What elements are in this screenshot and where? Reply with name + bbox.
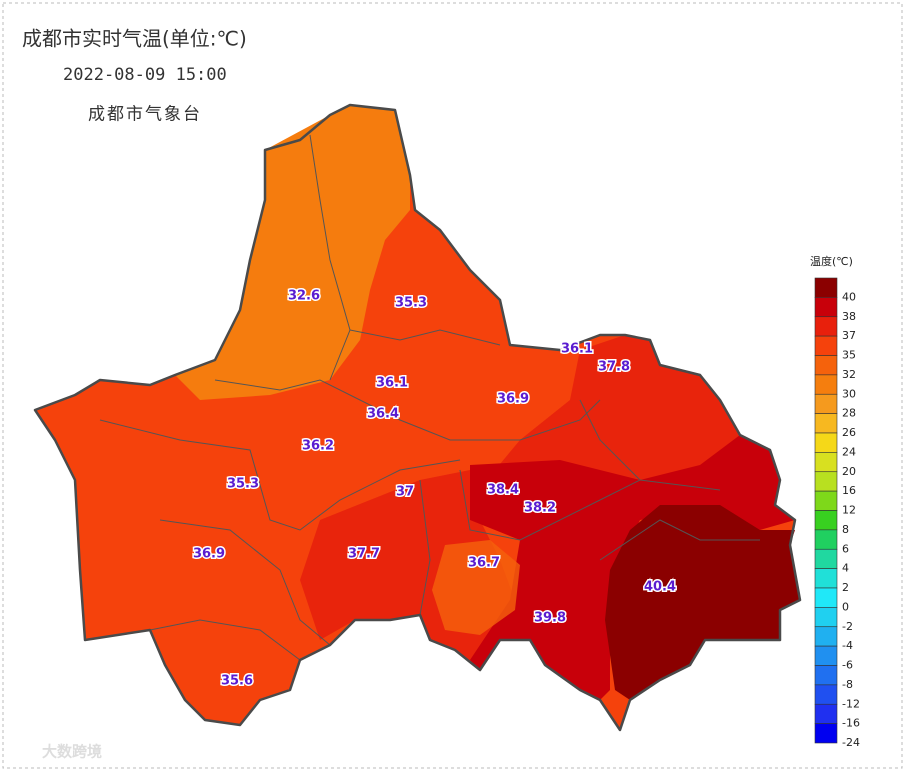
border: [579, 399, 641, 481]
legend-label: -8: [842, 678, 853, 691]
border: [99, 419, 461, 531]
border: [459, 469, 721, 541]
legend-swatch: [814, 548, 838, 569]
zone-38: [470, 435, 795, 700]
legend-label: 4: [842, 562, 849, 575]
zone-32: [175, 105, 410, 400]
legend-swatch: [814, 471, 838, 492]
legend-swatch: [814, 490, 838, 511]
station-value: 36.4: [367, 407, 399, 422]
station-value: 36.1: [561, 342, 593, 357]
station-value: 37.8: [598, 360, 630, 375]
legend-swatch: [814, 703, 838, 724]
border: [159, 519, 331, 646]
time: 2022-08-09 15:00: [63, 65, 227, 85]
station-value: 36.7: [468, 556, 500, 571]
legend-swatch: [814, 374, 838, 395]
city-outline: [33, 103, 802, 732]
station-value: 38.2: [524, 501, 556, 516]
legend-label: -24: [842, 736, 860, 749]
stations: 32.6 35.3 36.1 37.8 36.1 36.4 36.9 36.2 35.3 37 38…: [191, 287, 677, 690]
border: [349, 329, 501, 346]
legend-swatch: [814, 432, 838, 453]
legend-label: 37: [842, 329, 856, 342]
legend-label: 2: [842, 581, 849, 594]
legend-label: 32: [842, 368, 856, 381]
station-value: 37.7: [348, 547, 380, 562]
legend-swatch: [814, 529, 838, 550]
legend-swatch: [814, 568, 838, 589]
legend-label: 28: [842, 407, 856, 420]
legend-label: 16: [842, 484, 856, 497]
border: [419, 479, 431, 616]
source: 成都市气象台: [88, 105, 202, 125]
legend-swatch: [814, 723, 838, 744]
border: [599, 519, 760, 561]
legend-label: 8: [842, 523, 849, 536]
station-value: 39.8: [534, 611, 566, 626]
zone-35-blob: [432, 540, 520, 635]
legend-swatch: [814, 413, 838, 434]
legend-label: 38: [842, 310, 856, 323]
legend-label: 0: [842, 600, 849, 613]
watermark: 大数跨境: [42, 743, 102, 761]
legend-label: 12: [842, 504, 856, 517]
station-value: 40.4: [644, 580, 676, 595]
legend: 40383735323028262420161286420-2-4-6-8-12…: [814, 277, 860, 749]
legend-label: -16: [842, 717, 860, 730]
title: 成都市实时气温(单位:℃): [22, 27, 247, 51]
legend-label: -12: [842, 697, 860, 710]
legend-swatch: [814, 587, 838, 608]
zone-40: [605, 505, 800, 700]
legend-swatch: [814, 277, 838, 298]
station-value: 38.4: [487, 483, 519, 498]
legend-label: -6: [842, 659, 853, 672]
legend-label: 6: [842, 542, 849, 555]
legend-label: 26: [842, 426, 856, 439]
legend-swatch: [814, 645, 838, 666]
legend-swatch: [814, 607, 838, 628]
border: [309, 134, 351, 381]
legend-swatch: [814, 510, 838, 531]
station-value: 36.2: [302, 439, 334, 454]
legend-title: 温度(℃): [810, 254, 853, 268]
legend-swatch: [814, 393, 838, 414]
border: [214, 379, 601, 441]
legend-swatch: [814, 452, 838, 473]
station-value: 37: [396, 485, 414, 500]
station-value: 35.3: [227, 477, 259, 492]
legend-swatch: [814, 626, 838, 647]
legend-label: 40: [842, 290, 856, 303]
zone-37: [300, 335, 740, 670]
station-value: 35.6: [221, 674, 253, 689]
legend-swatch: [814, 665, 838, 686]
station-value: 36.1: [376, 376, 408, 391]
station-value: 36.9: [193, 547, 225, 562]
border: [149, 619, 301, 661]
station-value: 32.6: [288, 289, 320, 304]
legend-swatch: [814, 316, 838, 337]
district-borders: [99, 134, 760, 661]
region-map: [35, 105, 800, 730]
station-value: 36.9: [497, 392, 529, 407]
legend-label: 35: [842, 349, 856, 362]
legend-label: 30: [842, 387, 856, 400]
legend-label: -2: [842, 620, 853, 633]
legend-swatch: [814, 684, 838, 705]
legend-label: 24: [842, 445, 856, 458]
station-value: 35.3: [395, 296, 427, 311]
legend-swatch: [814, 335, 838, 356]
legend-swatch: [814, 297, 838, 318]
legend-swatch: [814, 355, 838, 376]
legend-label: -4: [842, 639, 853, 652]
legend-label: 20: [842, 465, 856, 478]
